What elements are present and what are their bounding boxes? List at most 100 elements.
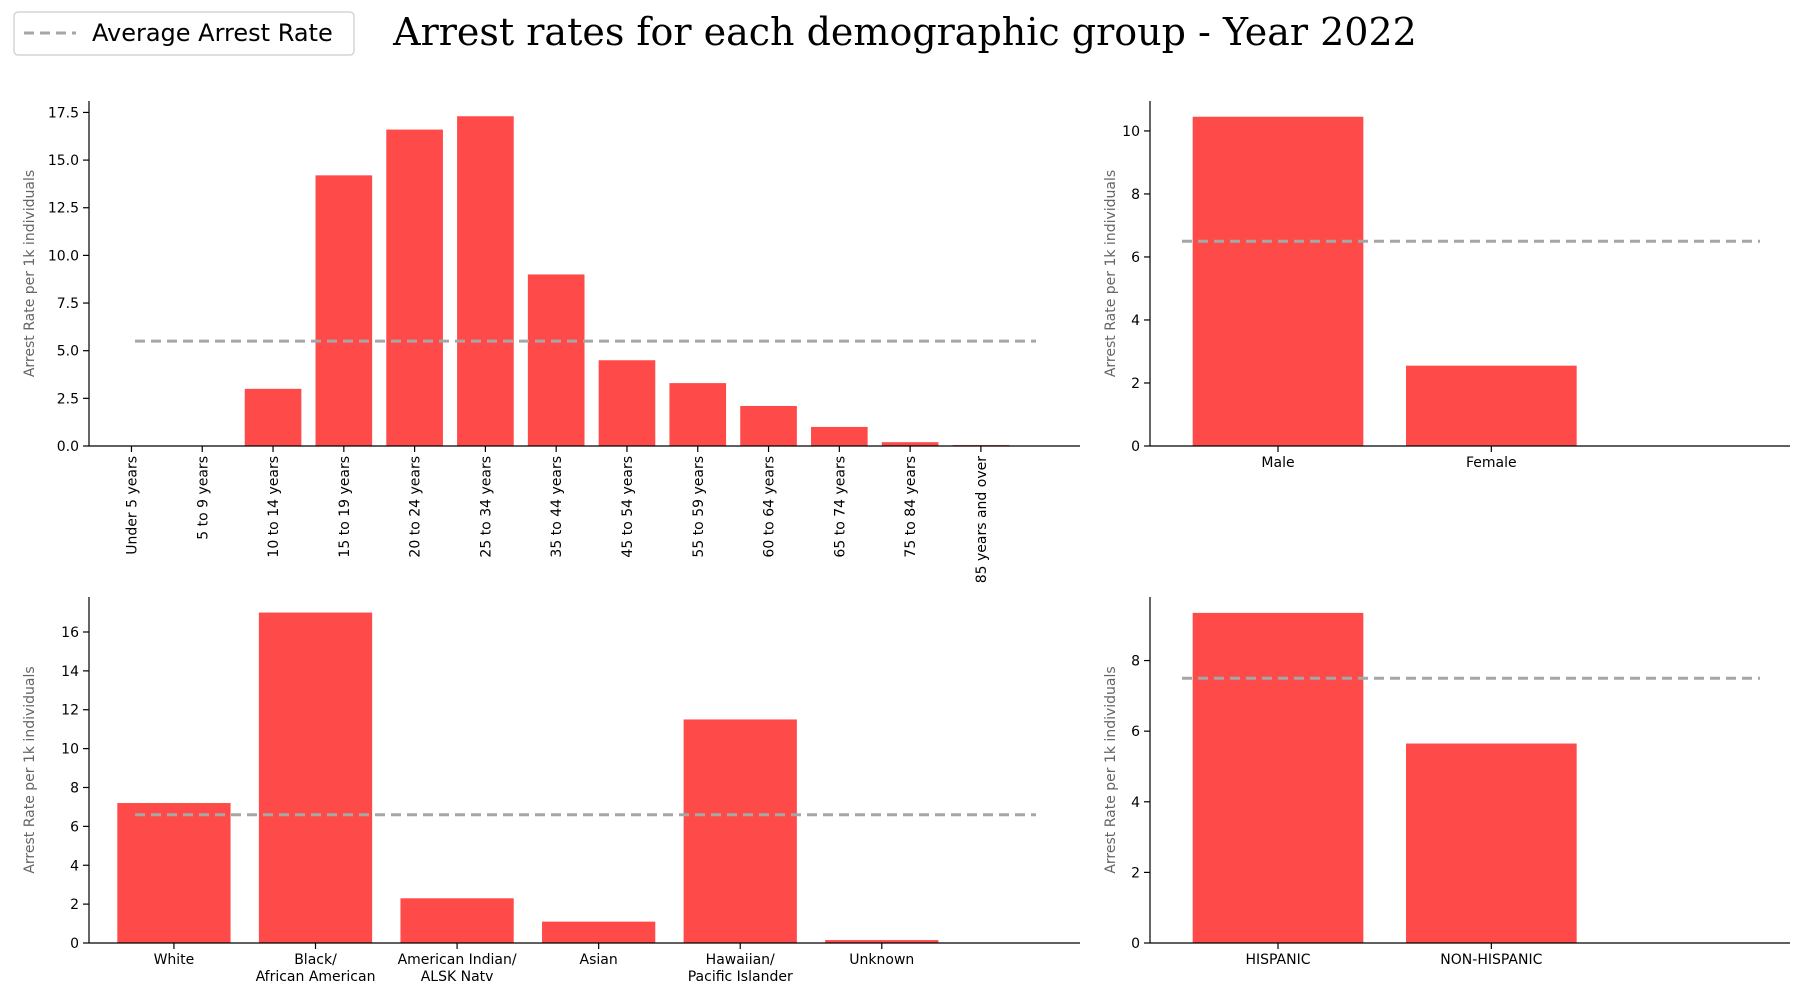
x-tick-label-line: Male [1261,455,1294,471]
x-tick-label: 60 to 64 years [762,456,778,558]
bar [315,175,373,446]
y-tick-label: 0.0 [57,439,79,455]
x-tick-label: 75 to 84 years [903,456,919,558]
x-tick-label: 5 to 9 years [195,456,211,540]
y-tick-label: 6 [1131,724,1140,740]
bars [1192,612,1577,943]
y-tick-label: 10 [61,742,79,758]
chart-panels: 0.0 2.5 5.0 7.5 10.0 12.5 15.0 17.5 Under 5 year… [22,101,1790,985]
y-tick-label: 2 [1131,376,1140,392]
y-tick-label: 4 [1131,313,1140,329]
bars [117,612,939,943]
x-tick-label: 20 to 24 years [408,456,424,558]
y-tick-label: 12 [61,703,79,719]
x-tick-label-line: Black/ [294,952,337,968]
x-tick-label: Under 5 years [124,456,140,555]
chart-panel-4: 0 2 4 6 8 HISPANIC NON-HISPANIC Arrest Rate per… [1103,597,1790,968]
chart-panel-2: 0 2 4 6 8 10 Male Female Arrest Rate per 1k indi… [1103,101,1790,471]
x-tick-label: 65 to 74 years [832,456,848,558]
bar [244,388,302,446]
legend-frame [13,11,355,56]
x-tick-label: Unknown [849,952,914,968]
y-axis-label: Arrest Rate per 1k individuals [22,666,38,873]
bar [740,405,797,446]
bar [811,426,868,446]
y-tick-label: 0 [1131,936,1140,952]
y-tick-label: 0 [1131,439,1140,455]
x-tick-label-line: ALSK Natv [421,969,494,985]
x-tick-label-line: American Indian/ [398,952,517,968]
bar [117,803,231,943]
x-tick-label-line: Hawaiian/ [706,952,775,968]
y-tick-label: 14 [61,664,79,680]
x-tick-label: 10 to 14 years [266,456,282,558]
y-tick-label: 7.5 [57,296,79,312]
x-tick-label: White [154,952,195,968]
y-tick-label: 0 [70,936,79,952]
y-tick-label: 10.0 [48,248,79,264]
figure-title: Arrest rates for each demographic group … [392,10,1417,54]
x-tick-label: Black/African American [256,952,376,985]
x-tick-label: 35 to 44 years [549,456,565,558]
bar [1192,612,1364,943]
y-axis-label: Arrest Rate per 1k individuals [1103,666,1119,873]
bar [598,360,656,446]
y-axis-label: Arrest Rate per 1k individuals [1103,170,1119,377]
y-tick-label: 8 [1131,187,1140,203]
y-tick-label: 5.0 [57,344,79,360]
bar [881,442,939,446]
y-tick-label: 2.5 [57,391,79,407]
bars [244,116,1010,446]
legend: Average Arrest Rate [13,11,355,56]
chart-panel-3: 0 2 4 6 8 10 12 14 16 White Black/African American… [22,597,1080,985]
bar [386,129,443,446]
x-tick-label: Hawaiian/Pacific Islander [688,952,793,985]
x-tick-label-line: African American [256,969,376,985]
x-tick-label: American Indian/ALSK Natv [398,952,517,985]
y-tick-label: 6 [1131,250,1140,266]
y-tick-label: 8 [70,780,79,796]
bar [1406,365,1577,446]
y-tick-label: 10 [1122,124,1140,140]
bar [825,940,939,943]
x-tick-label: Female [1466,455,1517,471]
bar [683,719,797,943]
y-tick-label: 12.5 [48,201,79,217]
x-tick-label: NON-HISPANIC [1440,952,1542,968]
y-tick-label: 4 [1131,795,1140,811]
legend-label: Average Arrest Rate [92,19,333,47]
x-tick-label: 55 to 59 years [691,456,707,558]
y-tick-label: 4 [70,858,79,874]
x-tick-label: 25 to 34 years [478,456,494,558]
x-tick-label: 85 years and over [974,456,990,583]
x-tick-label-line: Unknown [849,952,914,968]
x-tick-label-line: Asian [580,952,618,968]
y-tick-label: 15.0 [48,153,79,169]
x-tick-label-line: HISPANIC [1245,952,1310,968]
x-tick-label: 45 to 54 years [620,456,636,558]
bar [258,612,373,943]
bar [527,274,585,446]
y-tick-label: 17.5 [48,105,79,121]
x-tick-label: HISPANIC [1245,952,1310,968]
y-tick-label: 16 [61,625,79,641]
bars [1192,116,1577,446]
y-tick-label: 2 [70,897,79,913]
x-tick-label-line: White [154,952,195,968]
y-axis-label: Arrest Rate per 1k individuals [22,170,38,377]
bar [457,116,514,446]
bar [669,383,727,446]
x-tick-label-line: Female [1466,455,1517,471]
x-tick-label: Asian [580,952,618,968]
bar [1192,116,1364,446]
bar [542,921,656,943]
bar [400,898,514,943]
y-tick-label: 2 [1131,865,1140,881]
x-tick-label: Male [1261,455,1294,471]
chart-panel-1: 0.0 2.5 5.0 7.5 10.0 12.5 15.0 17.5 Under 5 year… [22,101,1080,583]
y-tick-label: 8 [1131,654,1140,670]
bar [1406,743,1577,943]
x-tick-label-line: NON-HISPANIC [1440,952,1542,968]
x-tick-label: 15 to 19 years [337,456,353,558]
